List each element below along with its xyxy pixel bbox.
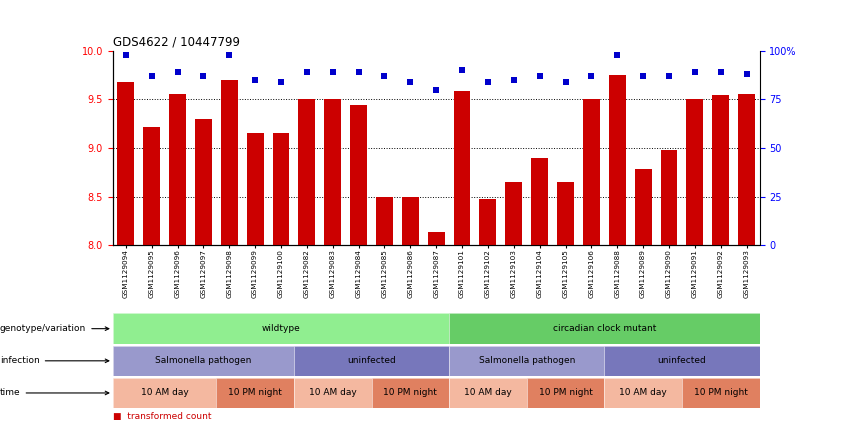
Point — [740, 71, 753, 77]
Text: ■  transformed count: ■ transformed count — [113, 412, 211, 421]
Text: wildtype: wildtype — [261, 324, 300, 333]
Bar — [454, 91, 470, 245]
Point — [196, 73, 210, 80]
Text: time: time — [0, 388, 108, 398]
Bar — [299, 99, 315, 245]
Point — [145, 73, 159, 80]
Bar — [402, 197, 418, 245]
Bar — [557, 182, 574, 245]
Text: GDS4622 / 10447799: GDS4622 / 10447799 — [113, 35, 240, 48]
Text: 10 PM night: 10 PM night — [538, 388, 593, 398]
Bar — [505, 182, 523, 245]
Point — [378, 73, 391, 80]
Point — [662, 73, 676, 80]
Text: 10 AM day: 10 AM day — [309, 388, 357, 398]
Bar — [143, 126, 160, 245]
Text: Salmonella pathogen: Salmonella pathogen — [155, 356, 252, 365]
Point — [533, 73, 547, 80]
Bar — [661, 150, 677, 245]
Text: uninfected: uninfected — [347, 356, 396, 365]
Point — [404, 79, 418, 85]
Point — [610, 51, 624, 58]
Bar — [195, 119, 212, 245]
Bar — [583, 99, 600, 245]
Bar — [247, 133, 264, 245]
Point — [713, 69, 727, 76]
Text: 10 AM day: 10 AM day — [619, 388, 667, 398]
Point — [481, 79, 495, 85]
Point — [222, 51, 236, 58]
Text: 10 PM night: 10 PM night — [384, 388, 437, 398]
Bar — [376, 197, 393, 245]
Text: 10 PM night: 10 PM night — [694, 388, 747, 398]
Point — [429, 86, 443, 93]
Text: genotype/variation: genotype/variation — [0, 324, 108, 333]
Point — [455, 67, 469, 74]
Bar — [608, 75, 626, 245]
Point — [687, 69, 701, 76]
Bar — [428, 232, 444, 245]
Bar — [738, 93, 755, 245]
Point — [119, 51, 133, 58]
Point — [170, 69, 184, 76]
Bar — [635, 170, 652, 245]
Bar — [531, 158, 548, 245]
Text: infection: infection — [0, 356, 108, 365]
Bar — [117, 82, 135, 245]
Point — [274, 79, 288, 85]
Text: 10 PM night: 10 PM night — [228, 388, 282, 398]
Bar — [479, 199, 496, 245]
Bar — [325, 99, 341, 245]
Point — [559, 79, 573, 85]
Point — [248, 77, 262, 83]
Text: 10 AM day: 10 AM day — [464, 388, 512, 398]
Text: Salmonella pathogen: Salmonella pathogen — [478, 356, 575, 365]
Bar — [273, 133, 289, 245]
Text: 10 AM day: 10 AM day — [141, 388, 188, 398]
Point — [636, 73, 650, 80]
Text: circadian clock mutant: circadian clock mutant — [553, 324, 656, 333]
Bar — [220, 80, 238, 245]
Point — [326, 69, 339, 76]
Bar — [350, 105, 367, 245]
Text: uninfected: uninfected — [658, 356, 707, 365]
Point — [300, 69, 314, 76]
Bar — [169, 93, 186, 245]
Point — [507, 77, 521, 83]
Bar — [713, 94, 729, 245]
Point — [584, 73, 598, 80]
Point — [352, 69, 365, 76]
Bar — [687, 99, 703, 245]
